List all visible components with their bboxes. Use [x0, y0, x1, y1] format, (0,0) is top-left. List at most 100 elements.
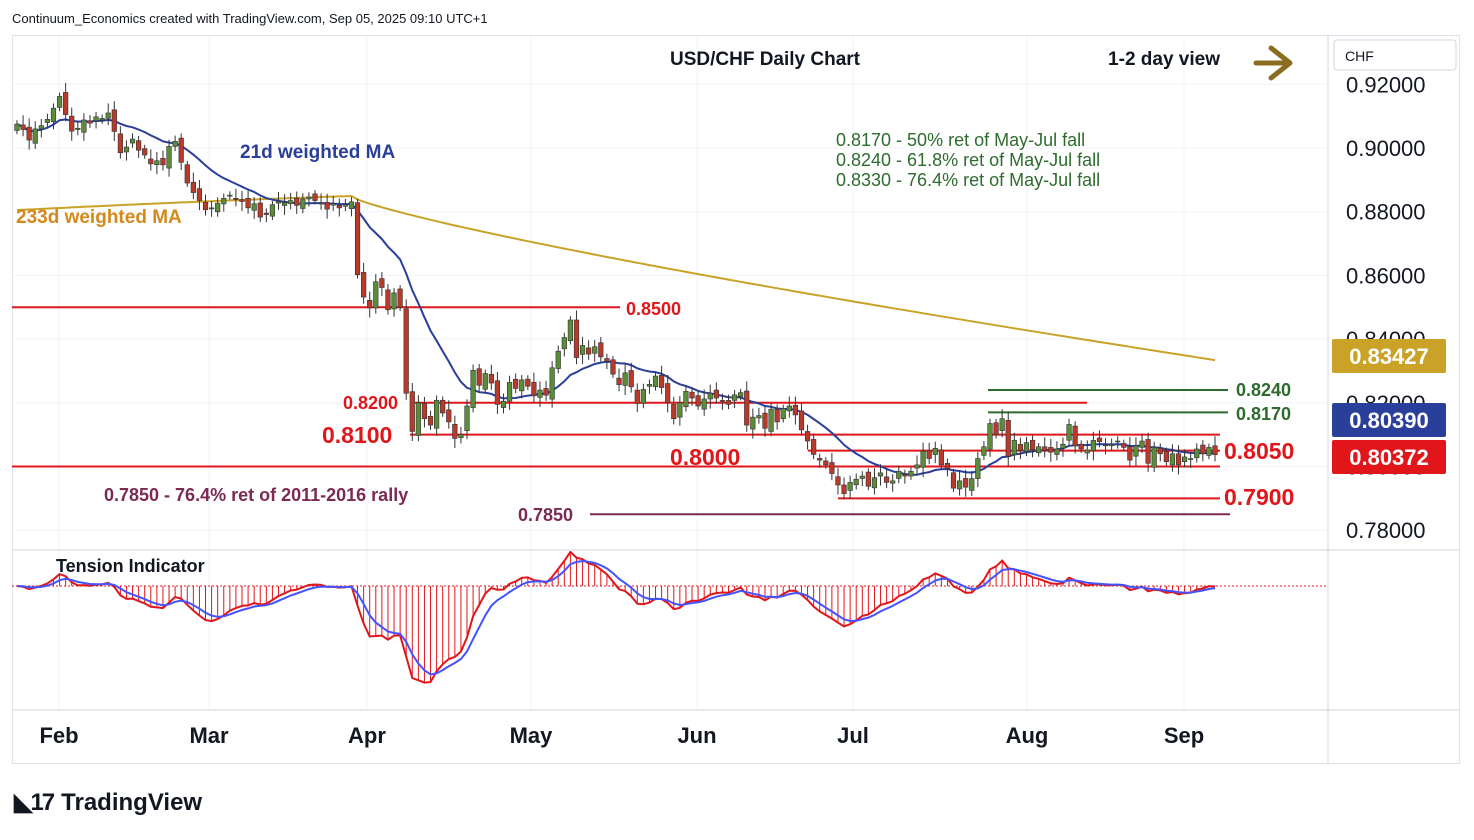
candle-down — [63, 92, 69, 115]
candle-up — [208, 207, 215, 210]
candle-up — [482, 373, 488, 390]
x-tick-label: Mar — [189, 723, 229, 748]
candle-down — [993, 422, 999, 435]
candle-up — [415, 402, 421, 436]
candle-up — [166, 146, 172, 169]
candle-up — [251, 203, 257, 211]
tension-indicator-label: Tension Indicator — [56, 556, 205, 576]
candle-up — [920, 450, 926, 468]
candle-up — [579, 345, 586, 355]
candle-down — [823, 460, 829, 466]
candle-down — [488, 373, 494, 384]
candle-up — [32, 128, 38, 144]
candle-up — [306, 196, 312, 200]
candle-up — [768, 408, 774, 432]
candle-up — [129, 138, 136, 144]
x-tick-label: Aug — [1006, 723, 1049, 748]
x-axis-labels: Feb Mar Apr May Jun Jul Aug Sep — [39, 723, 1204, 748]
candle-up — [348, 201, 355, 209]
candle-down — [379, 278, 385, 288]
candle-down — [117, 133, 123, 154]
candle-up — [786, 405, 792, 412]
candle-down — [354, 202, 361, 276]
candle-up — [1181, 456, 1188, 463]
candle-down — [926, 450, 932, 459]
candle-up — [227, 194, 233, 197]
candle-down — [87, 120, 93, 124]
candle-down — [1175, 453, 1182, 466]
candle-up — [123, 146, 130, 153]
level-label-0.8100: 0.8100 — [322, 422, 392, 448]
candle-down — [963, 478, 969, 488]
candle-up — [908, 470, 914, 477]
candle-down — [257, 202, 263, 218]
ma21-label: 21d weighted MA — [240, 142, 395, 163]
candle-up — [342, 204, 348, 207]
candle-down — [1005, 420, 1011, 457]
level-label-0.8500: 0.8500 — [626, 299, 681, 319]
candle-up — [853, 478, 859, 486]
candle-up — [330, 203, 336, 206]
level-label-0.7900: 0.7900 — [1224, 484, 1294, 510]
price-tag-box — [1332, 403, 1446, 437]
candle-down — [829, 462, 835, 474]
grid — [12, 36, 1328, 710]
candle-down — [628, 370, 634, 388]
candle-down — [178, 137, 184, 163]
candle-up — [987, 423, 993, 450]
candle-up — [537, 389, 543, 398]
candle-up — [652, 375, 659, 388]
candle-up — [1054, 448, 1060, 455]
level-label-0.8240: 0.8240 — [1236, 380, 1291, 400]
candle-down — [944, 463, 951, 470]
candle-up — [81, 119, 87, 133]
candle-up — [975, 458, 981, 479]
x-tick-label: Jun — [677, 723, 716, 748]
y-tick-label: 0.78000 — [1346, 518, 1426, 543]
arrow-right-icon — [1253, 45, 1293, 81]
candle-up — [780, 408, 786, 420]
candle-up — [1194, 448, 1200, 459]
candle-down — [762, 412, 768, 429]
candle-down — [336, 205, 342, 209]
tradingview-logo[interactable]: ◣17 TradingView — [14, 788, 202, 817]
candle-up — [1036, 446, 1042, 454]
candle-down — [659, 374, 665, 388]
candle-up — [1060, 443, 1066, 449]
candle-up — [500, 400, 507, 408]
candle-up — [50, 107, 57, 123]
y-tick-label: 0.92000 — [1346, 72, 1426, 97]
candle-down — [610, 359, 616, 375]
candle-up — [1011, 440, 1017, 456]
currency-box[interactable] — [1333, 39, 1457, 71]
y-tick-label: 0.86000 — [1346, 263, 1426, 288]
price-tags: 0.83427 0.80390 0.80372 — [1332, 339, 1446, 474]
candle-up — [683, 391, 689, 408]
fib-note-618: 0.8240 - 61.8% ret of May-Jul fall — [836, 150, 1100, 170]
rally-note: 0.7850 - 76.4% ret of 2011-2016 rally — [104, 485, 408, 505]
candle-down — [1096, 437, 1103, 442]
candle-up — [391, 292, 397, 310]
candle-up — [93, 116, 99, 122]
price-tag-box — [1332, 440, 1446, 474]
candle-down — [1145, 439, 1151, 464]
chart-credit: Continuum_Economics created with Trading… — [12, 11, 488, 26]
candle-up — [506, 382, 513, 402]
candle-down — [525, 378, 531, 387]
candle-up — [969, 478, 975, 491]
candle-up — [707, 392, 713, 400]
price-tag-value: 0.80372 — [1349, 445, 1429, 470]
candle-down — [1127, 446, 1133, 461]
candle-down — [452, 423, 458, 439]
candle-up — [555, 350, 561, 369]
candle-up — [1023, 442, 1030, 452]
candle-up — [99, 118, 105, 121]
candle-down — [476, 368, 482, 386]
x-tick-label: May — [510, 723, 554, 748]
candle-up — [738, 392, 744, 397]
fib-note-50: 0.8170 - 50% ret of May-Jul fall — [836, 130, 1085, 150]
candle-up — [519, 379, 525, 392]
view-label: 1-2 day view — [1108, 49, 1220, 70]
candle-up — [1109, 443, 1115, 447]
